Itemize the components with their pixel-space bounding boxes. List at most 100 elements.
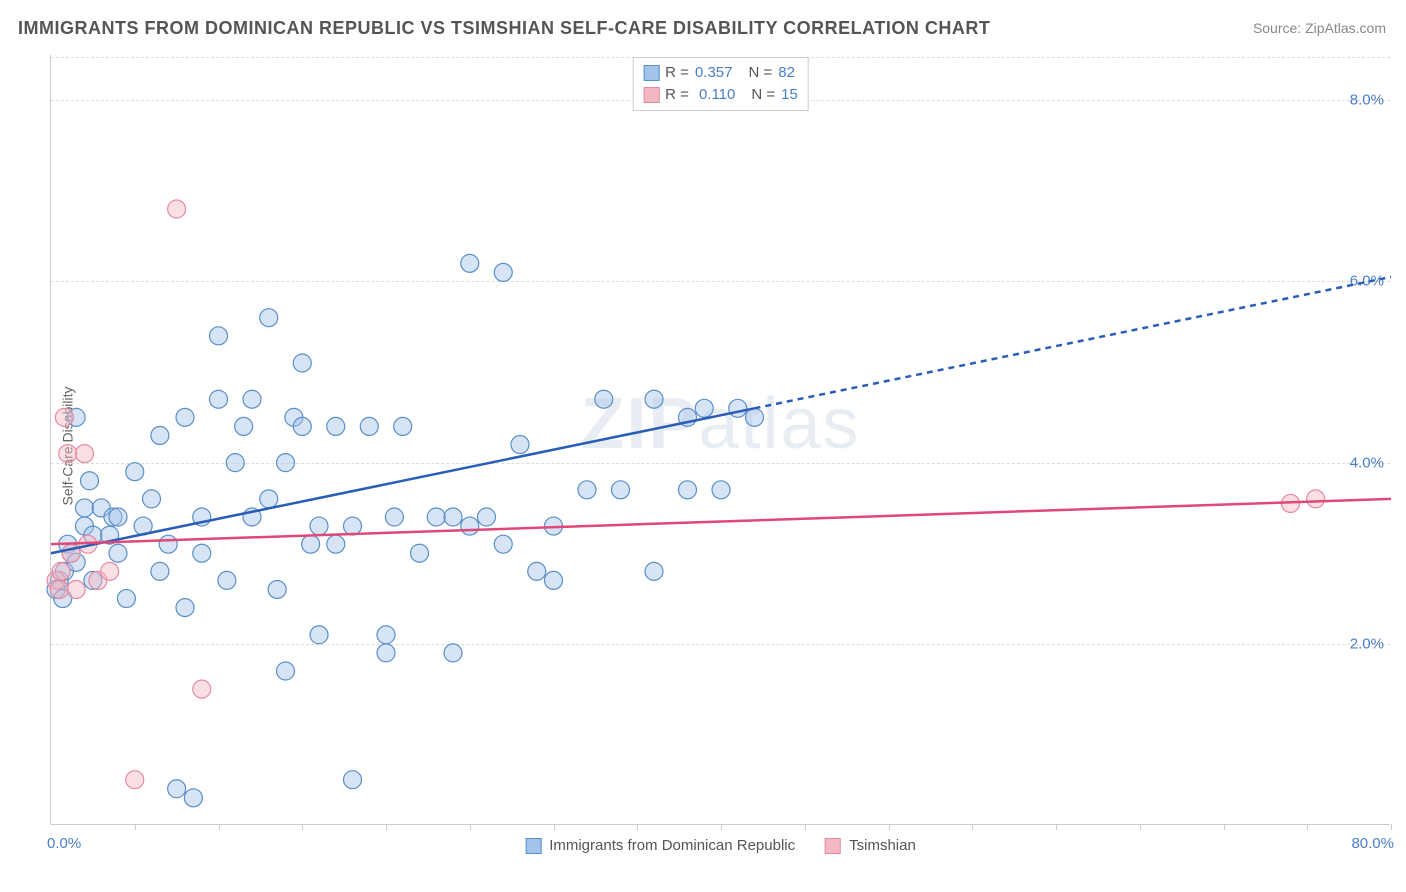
scatter-point xyxy=(427,508,445,526)
scatter-point xyxy=(310,626,328,644)
x-tick xyxy=(302,824,303,830)
scatter-point xyxy=(511,436,529,454)
scatter-point xyxy=(578,481,596,499)
legend-item-label: Immigrants from Dominican Republic xyxy=(549,837,795,854)
scatter-point xyxy=(176,599,194,617)
scatter-point xyxy=(612,481,630,499)
scatter-point xyxy=(746,408,764,426)
scatter-point xyxy=(545,571,563,589)
scatter-point xyxy=(385,508,403,526)
scatter-point xyxy=(151,562,169,580)
plot-area: ZIPatlas 2.0%4.0%6.0%8.0% R = 0.357 N = … xyxy=(50,55,1390,825)
scatter-point xyxy=(59,445,77,463)
scatter-point xyxy=(679,481,697,499)
x-tick xyxy=(972,824,973,830)
x-tick xyxy=(1140,824,1141,830)
legend-bottom: Immigrants from Dominican Republic Tsims… xyxy=(525,837,916,854)
x-tick xyxy=(386,824,387,830)
scatter-point xyxy=(444,644,462,662)
scatter-point xyxy=(126,463,144,481)
legend-item-label: Tsimshian xyxy=(849,837,916,854)
scatter-point xyxy=(76,445,94,463)
scatter-point xyxy=(168,200,186,218)
scatter-point xyxy=(76,499,94,517)
scatter-point xyxy=(126,771,144,789)
scatter-point xyxy=(277,454,295,472)
scatter-point xyxy=(494,535,512,553)
scatter-point xyxy=(52,562,70,580)
x-tick xyxy=(637,824,638,830)
x-axis-min-label: 0.0% xyxy=(47,835,81,852)
scatter-point xyxy=(645,390,663,408)
scatter-point xyxy=(327,535,345,553)
scatter-point xyxy=(55,408,73,426)
x-tick xyxy=(135,824,136,830)
scatter-point xyxy=(444,508,462,526)
scatter-point xyxy=(210,327,228,345)
trend-line-extrapolated xyxy=(755,277,1392,408)
scatter-point xyxy=(176,408,194,426)
x-tick xyxy=(470,824,471,830)
scatter-point xyxy=(101,562,119,580)
scatter-point xyxy=(117,590,135,608)
scatter-point xyxy=(645,562,663,580)
scatter-point xyxy=(411,544,429,562)
scatter-svg xyxy=(51,55,1390,824)
scatter-point xyxy=(1307,490,1325,508)
x-axis-max-label: 80.0% xyxy=(1351,835,1394,852)
scatter-point xyxy=(226,454,244,472)
scatter-point xyxy=(67,580,85,598)
x-tick xyxy=(219,824,220,830)
scatter-point xyxy=(302,535,320,553)
scatter-point xyxy=(310,517,328,535)
scatter-point xyxy=(595,390,613,408)
scatter-point xyxy=(327,417,345,435)
scatter-point xyxy=(260,309,278,327)
scatter-point xyxy=(293,354,311,372)
scatter-point xyxy=(193,680,211,698)
legend-item: Tsimshian xyxy=(825,837,916,854)
scatter-point xyxy=(243,390,261,408)
scatter-point xyxy=(377,644,395,662)
scatter-point xyxy=(729,399,747,417)
scatter-point xyxy=(344,771,362,789)
chart-title: IMMIGRANTS FROM DOMINICAN REPUBLIC VS TS… xyxy=(18,18,990,39)
scatter-point xyxy=(193,544,211,562)
x-tick xyxy=(1056,824,1057,830)
legend-swatch-icon xyxy=(825,838,841,854)
chart-container: IMMIGRANTS FROM DOMINICAN REPUBLIC VS TS… xyxy=(0,0,1406,892)
scatter-point xyxy=(109,544,127,562)
scatter-point xyxy=(260,490,278,508)
x-tick xyxy=(1307,824,1308,830)
x-tick xyxy=(805,824,806,830)
scatter-point xyxy=(210,390,228,408)
source-label: Source: ZipAtlas.com xyxy=(1253,20,1386,36)
scatter-point xyxy=(218,571,236,589)
scatter-point xyxy=(360,417,378,435)
scatter-point xyxy=(695,399,713,417)
scatter-point xyxy=(109,508,127,526)
scatter-point xyxy=(293,417,311,435)
scatter-point xyxy=(277,662,295,680)
scatter-point xyxy=(478,508,496,526)
scatter-point xyxy=(344,517,362,535)
scatter-point xyxy=(151,426,169,444)
scatter-point xyxy=(143,490,161,508)
scatter-point xyxy=(377,626,395,644)
x-tick xyxy=(1224,824,1225,830)
scatter-point xyxy=(461,254,479,272)
scatter-point xyxy=(268,580,286,598)
x-tick xyxy=(889,824,890,830)
scatter-point xyxy=(184,789,202,807)
x-tick xyxy=(1391,824,1392,830)
legend-item: Immigrants from Dominican Republic xyxy=(525,837,795,854)
scatter-point xyxy=(461,517,479,535)
scatter-point xyxy=(235,417,253,435)
scatter-point xyxy=(50,580,68,598)
legend-swatch-icon xyxy=(525,838,541,854)
scatter-point xyxy=(394,417,412,435)
x-tick xyxy=(554,824,555,830)
scatter-point xyxy=(159,535,177,553)
scatter-point xyxy=(494,263,512,281)
scatter-point xyxy=(712,481,730,499)
